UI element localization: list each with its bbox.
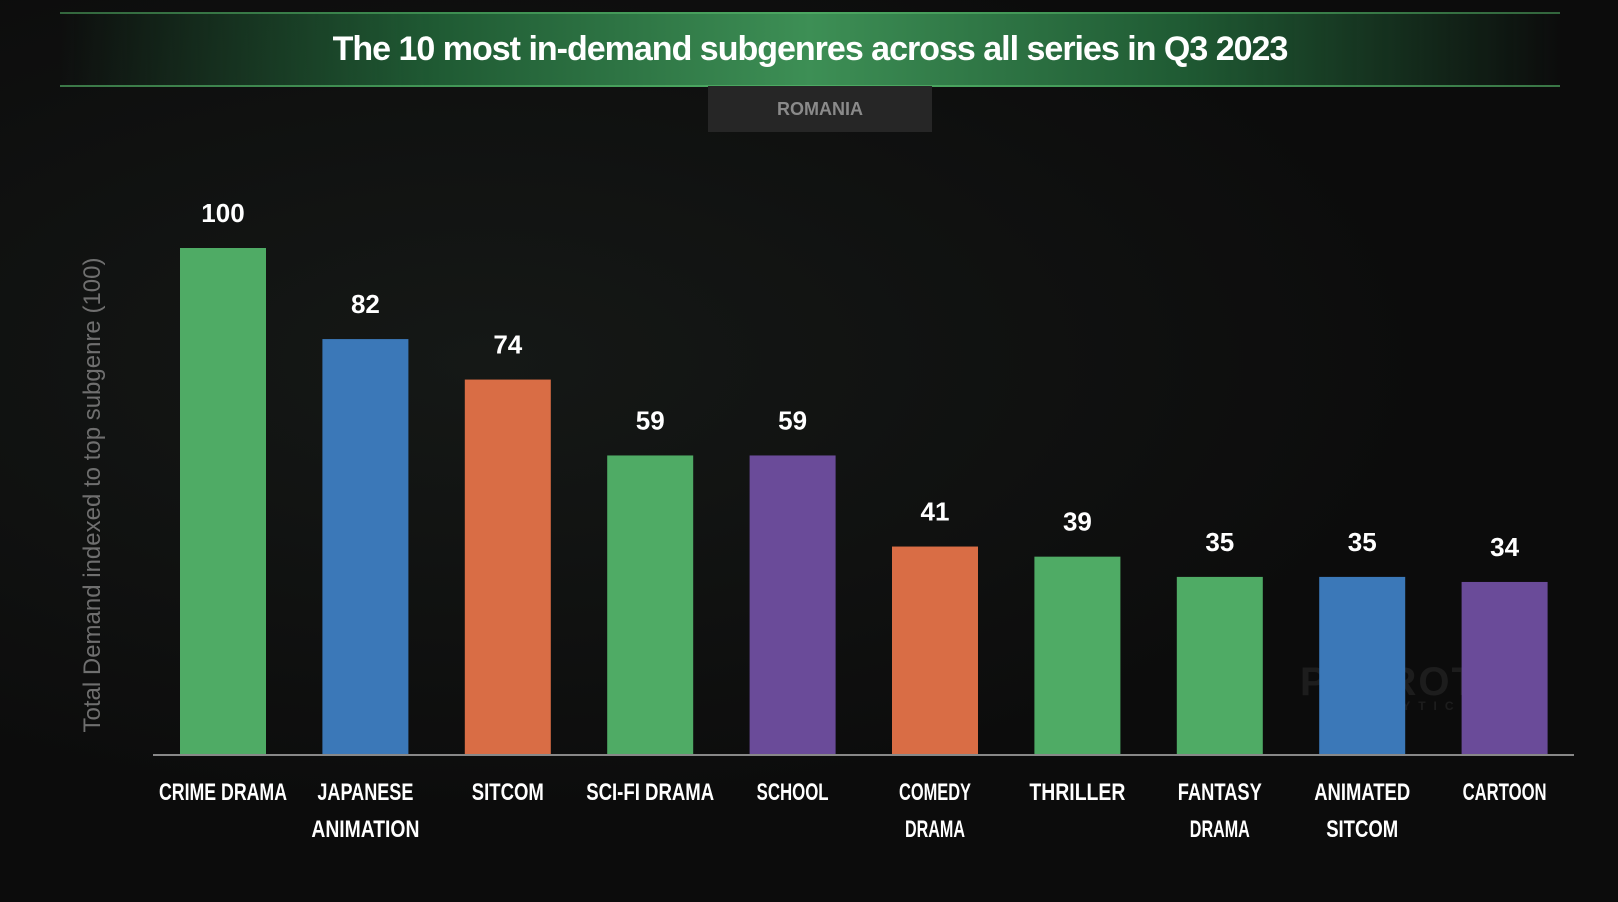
bar xyxy=(749,455,836,754)
category-label: DRAMA xyxy=(905,816,965,843)
category-label: CARTOON xyxy=(1463,779,1547,806)
data-label: 82 xyxy=(351,289,380,319)
title-banner: The 10 most in-demand subgenres across a… xyxy=(60,12,1560,87)
data-label: 74 xyxy=(493,330,522,360)
chart-title: The 10 most in-demand subgenres across a… xyxy=(332,30,1289,68)
category-label: CRIME DRAMA xyxy=(159,779,287,806)
category-label: THRILLER xyxy=(1029,779,1125,806)
category-label: ANIMATED xyxy=(1314,779,1410,806)
data-label: 39 xyxy=(1063,507,1092,537)
data-label: 35 xyxy=(1348,527,1377,557)
bar xyxy=(892,546,978,754)
category-label: SITCOM xyxy=(472,779,544,806)
category-label: SCI-FI DRAMA xyxy=(586,779,714,806)
data-label: 100 xyxy=(201,198,244,228)
category-label: COMEDY xyxy=(899,779,971,806)
data-label: 41 xyxy=(921,497,950,527)
bar xyxy=(1461,581,1548,754)
bar xyxy=(1319,576,1406,754)
bar xyxy=(1176,576,1263,754)
bar xyxy=(322,339,409,754)
data-label: 34 xyxy=(1490,532,1519,562)
data-label: 59 xyxy=(778,405,807,435)
bar xyxy=(607,455,694,754)
region-label: ROMANIA xyxy=(708,86,932,132)
category-label: DRAMA xyxy=(1190,816,1250,843)
bar xyxy=(180,248,266,754)
category-label: FANTASY xyxy=(1178,779,1262,806)
data-label: 35 xyxy=(1205,527,1234,557)
category-label: SCHOOL xyxy=(757,779,829,806)
bar xyxy=(464,379,551,754)
bar xyxy=(1034,556,1121,754)
category-label: JAPANESE xyxy=(317,779,413,806)
category-label: SITCOM xyxy=(1326,816,1398,843)
data-label: 59 xyxy=(636,405,665,435)
category-label: ANIMATION xyxy=(311,816,419,843)
